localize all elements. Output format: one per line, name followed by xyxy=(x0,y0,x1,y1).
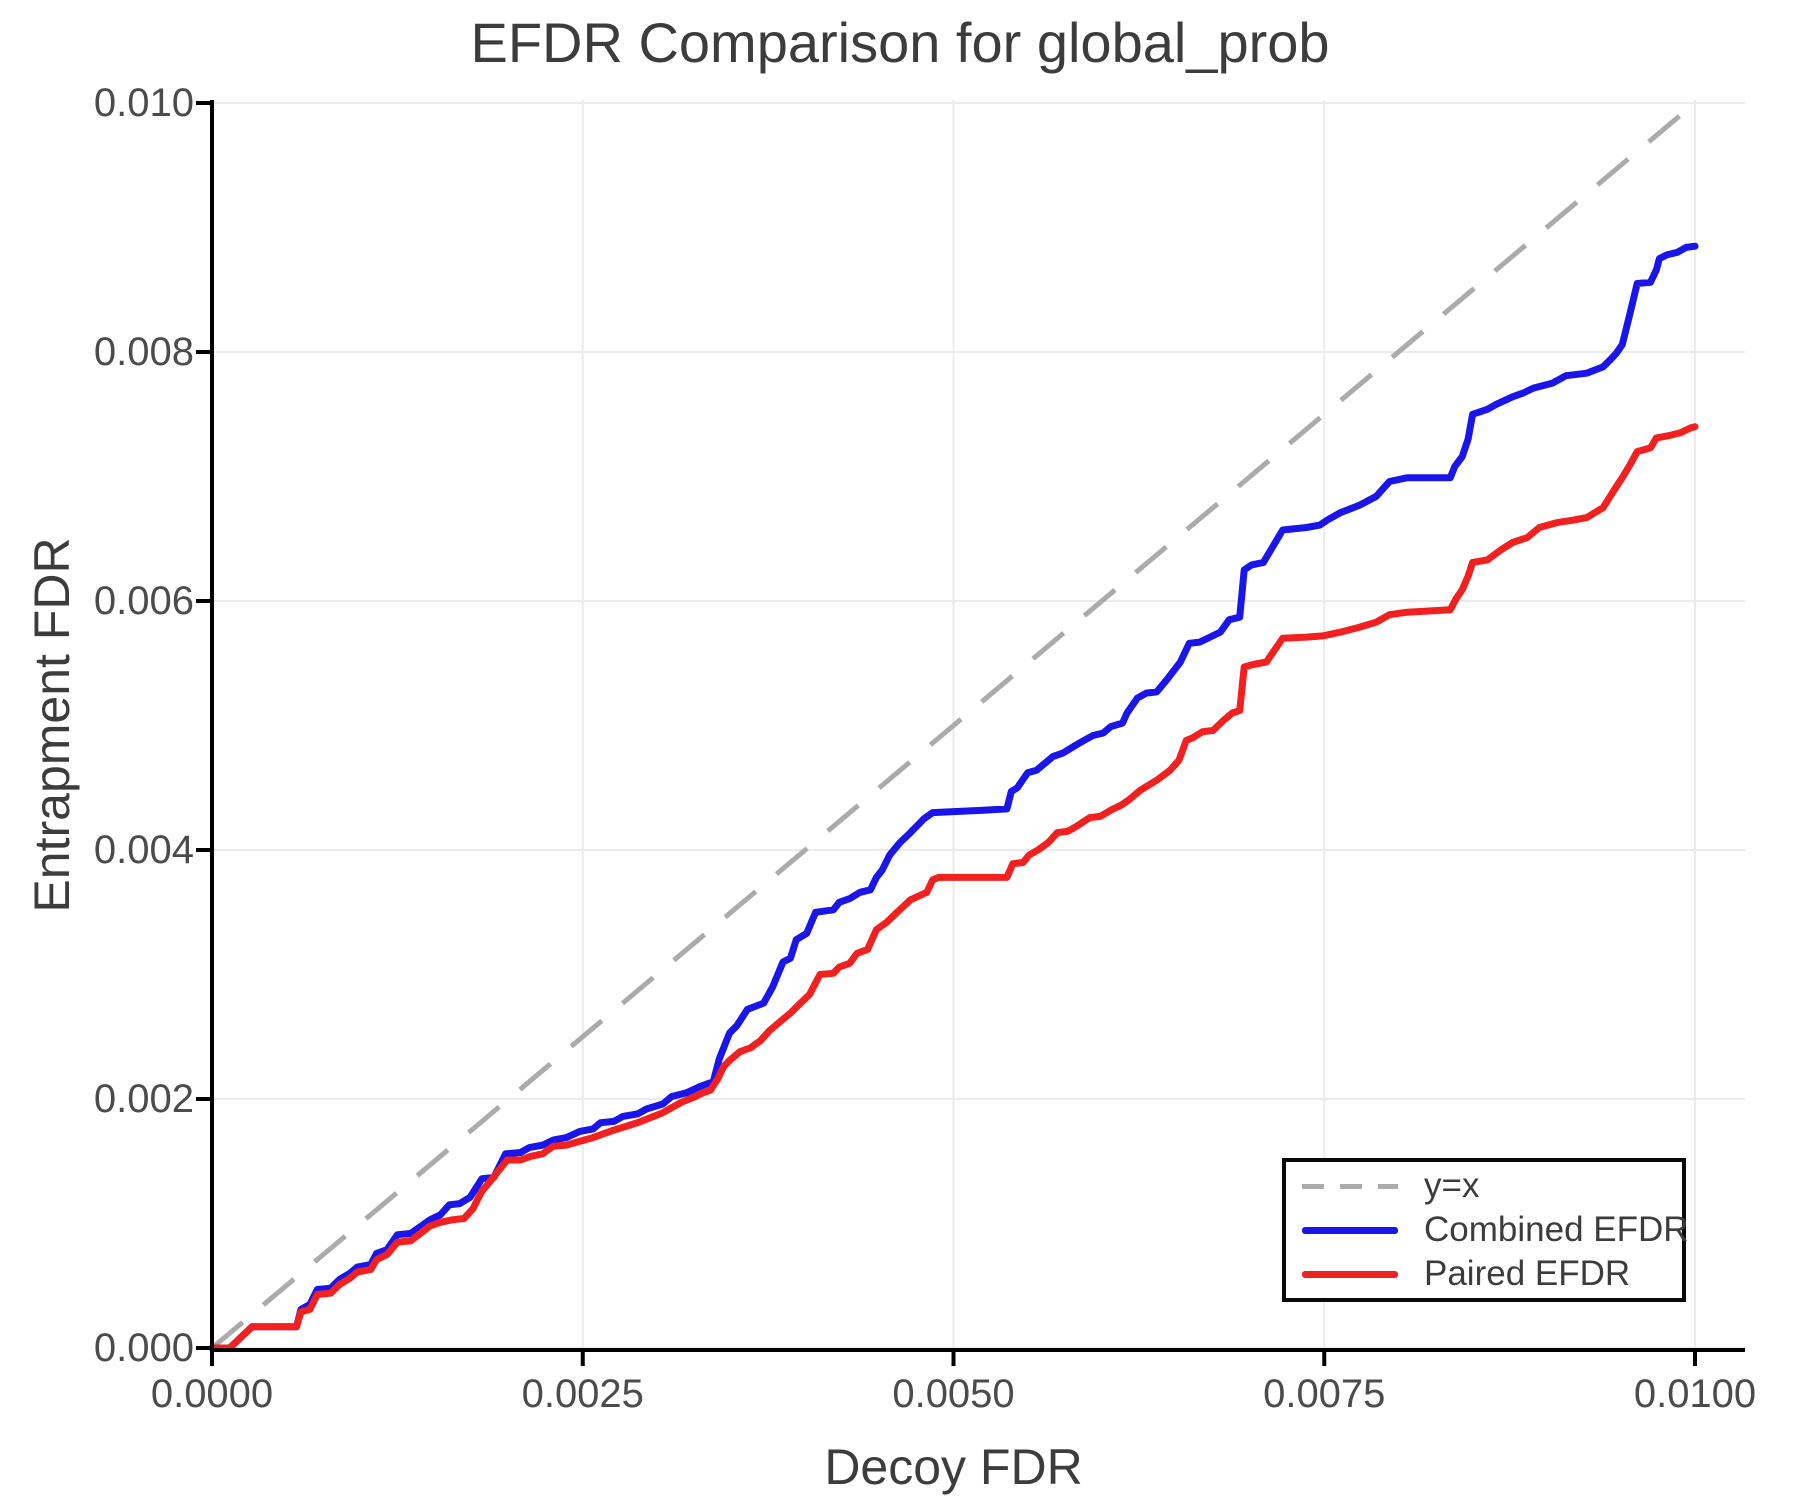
y-tick-label: 0.000 xyxy=(93,1326,194,1370)
series-line-paired-efdr xyxy=(208,423,1699,1352)
legend-label: y=x xyxy=(1424,1166,1480,1205)
x-tick-label: 0.0100 xyxy=(1633,1372,1757,1416)
reference-line xyxy=(210,101,1697,1350)
paired-line-swatch xyxy=(1302,1270,1398,1278)
legend-entry-paired: Paired EFDR xyxy=(1302,1254,1682,1294)
y-tick-label: 0.006 xyxy=(93,579,194,623)
legend: y=x Combined EFDR Paired EFDR xyxy=(1282,1158,1689,1302)
x-axis-title: Decoy FDR xyxy=(824,1439,1083,1495)
y-tick-label: 0.010 xyxy=(93,81,194,125)
x-tick-label: 0.0075 xyxy=(1263,1372,1386,1416)
legend-entry-reference: y=x xyxy=(1302,1166,1682,1206)
reference-line-swatch xyxy=(1302,1183,1398,1189)
legend-label: Combined EFDR xyxy=(1424,1210,1689,1249)
combined-line-swatch xyxy=(1302,1226,1398,1234)
x-tick-label: 0.0050 xyxy=(892,1372,1015,1416)
series-line-combined-efdr xyxy=(208,242,1699,1352)
y-tick-label: 0.002 xyxy=(93,1077,194,1121)
y-tick-label: 0.008 xyxy=(93,330,194,374)
legend-label: Paired EFDR xyxy=(1424,1254,1631,1293)
legend-entry-combined: Combined EFDR xyxy=(1302,1210,1689,1250)
x-tick-label: 0.0000 xyxy=(150,1372,274,1416)
chart-title: EFDR Comparison for global_prob xyxy=(470,11,1330,74)
x-tick-label: 0.0025 xyxy=(521,1372,644,1416)
y-tick-label: 0.004 xyxy=(93,828,194,872)
